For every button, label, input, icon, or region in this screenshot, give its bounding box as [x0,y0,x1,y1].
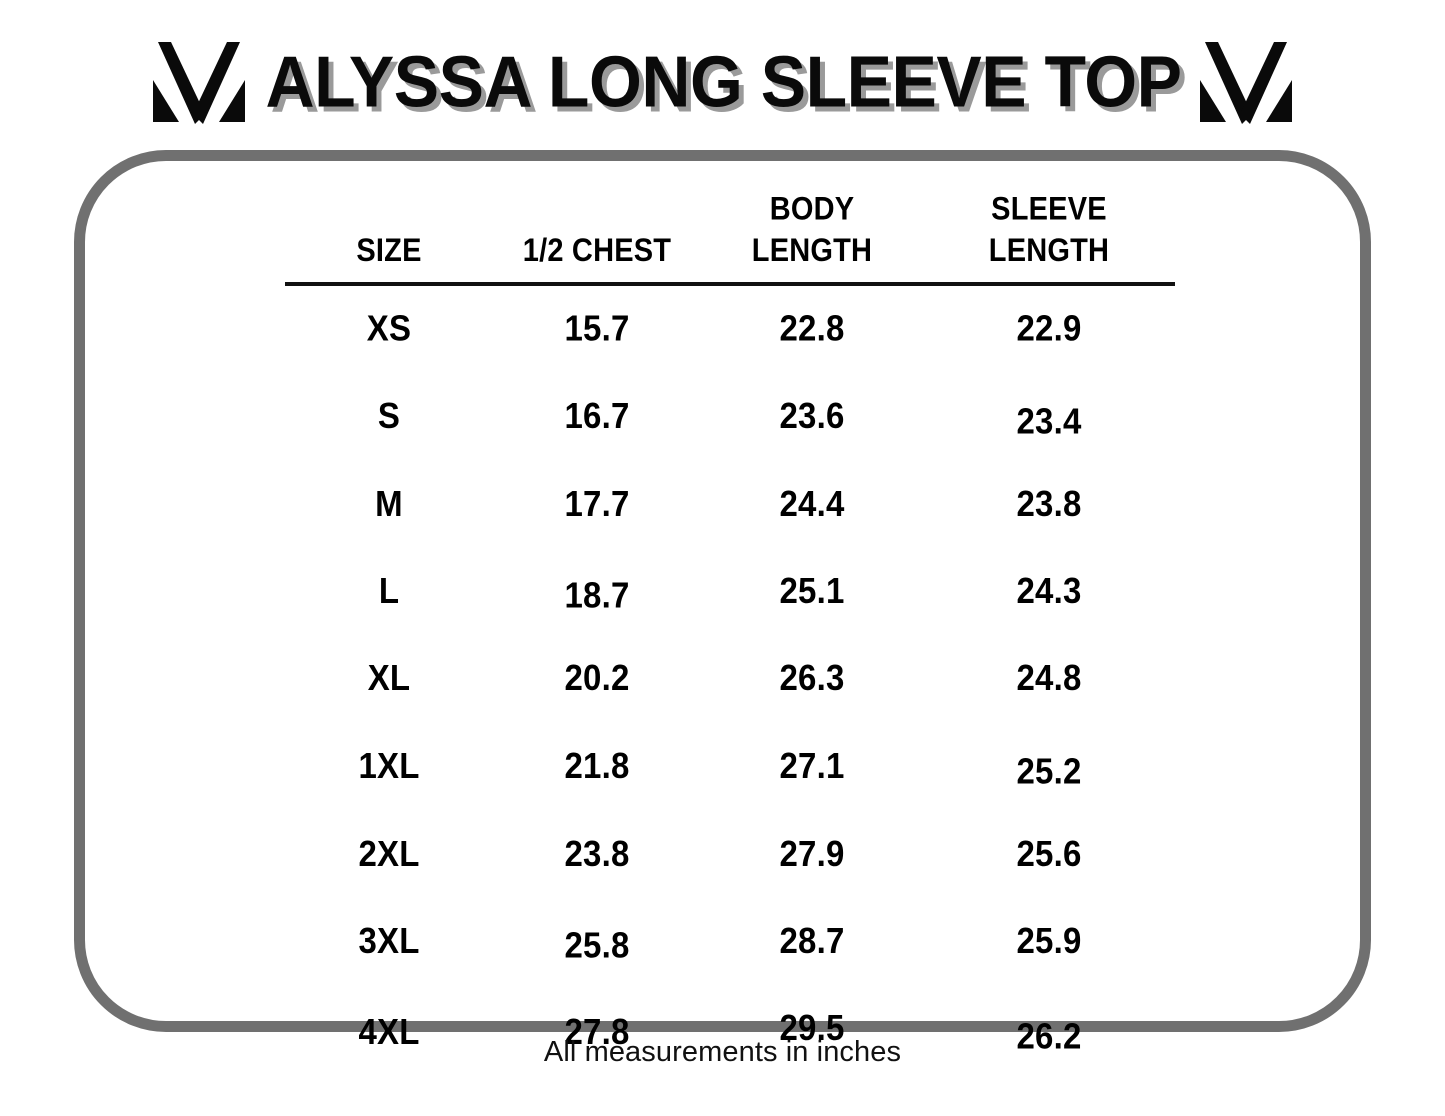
cell-sleeve: 25.9 [1016,919,1082,961]
cell-body: 27.9 [779,832,845,874]
cell-body: 23.6 [779,394,845,436]
table-row: 1XL 21.8 27.1 25.2 [285,719,1175,812]
page-title: ALYSSA LONG SLEEVE TOP [265,41,1182,123]
table-body: XS 15.7 22.8 22.9 S 16.7 23.6 23.4 M 17.… [285,284,1175,1077]
cell-sleeve: 25.2 [1016,750,1082,791]
cell-chest: 23.8 [564,832,630,874]
table-row: 2XL 23.8 27.9 25.6 [285,812,1175,895]
cell-chest: 21.8 [564,744,630,786]
cell-size: 3XL [358,919,420,961]
measurement-units-note: All measurements in inches [543,1036,902,1068]
cell-chest: 16.7 [564,394,630,436]
cell-chest: 25.8 [564,924,630,965]
cell-size: 2XL [358,832,420,874]
brand-logo-mark-right [1199,42,1292,124]
cell-chest: 17.7 [564,482,630,524]
cell-size: XS [366,306,412,348]
cell-body: 26.3 [779,656,845,698]
cell-size: XL [367,656,411,698]
column-header-chest: 1/2 CHEST [522,232,672,269]
table-row: 4XL 27.8 29.5 26.2 [285,986,1175,1077]
table-row: 3XL 25.8 28.7 25.9 [285,895,1175,986]
table-row: XL 20.2 26.3 24.8 [285,636,1175,719]
table-row: M 17.7 24.4 23.8 [285,462,1175,545]
column-header-size: SIZE [356,232,422,269]
cell-size: M [375,482,403,524]
cell-sleeve: 23.8 [1016,482,1082,524]
cell-size: L [378,569,400,611]
size-chart-table-container: SIZE 1/2 CHEST BODY LENGTH SLEEVE LENGTH… [285,180,1175,1077]
table-row: L 18.7 25.1 24.3 [285,545,1175,636]
size-chart-panel [74,150,1371,1032]
brand-logo-mark-left [153,42,246,124]
cell-chest: 18.7 [564,574,630,615]
cell-size: 4XL [358,1010,420,1052]
cell-body: 27.1 [779,744,845,786]
cell-body: 25.1 [779,569,845,611]
size-chart-table: SIZE 1/2 CHEST BODY LENGTH SLEEVE LENGTH… [285,180,1175,1077]
table-header-row: SIZE 1/2 CHEST BODY LENGTH SLEEVE LENGTH [285,180,1175,284]
cell-size: 1XL [358,744,420,786]
cell-body: 29.5 [779,1006,845,1047]
cell-sleeve: 26.2 [1016,1015,1082,1056]
cell-chest: 20.2 [564,656,630,698]
cell-chest: 15.7 [564,306,630,348]
cell-sleeve: 24.8 [1016,656,1082,698]
table-row: XS 15.7 22.8 22.9 [285,284,1175,369]
cell-body: 22.8 [779,306,845,348]
table-header: SIZE 1/2 CHEST BODY LENGTH SLEEVE LENGTH [285,180,1175,284]
table-row: S 16.7 23.6 23.4 [285,369,1175,462]
column-header-sleeve-length: SLEEVE LENGTH [988,191,1110,269]
cell-size: S [377,394,401,436]
page-header: ALYSSA LONG SLEEVE TOP [0,26,1445,138]
cell-sleeve: 22.9 [1016,306,1082,348]
cell-sleeve: 24.3 [1016,569,1082,611]
column-header-body-length: BODY LENGTH [751,191,873,269]
cell-sleeve: 23.4 [1016,400,1082,441]
cell-body: 28.7 [779,919,845,961]
cell-sleeve: 25.6 [1016,832,1082,874]
cell-body: 24.4 [779,482,845,524]
cell-chest: 27.8 [564,1010,630,1052]
